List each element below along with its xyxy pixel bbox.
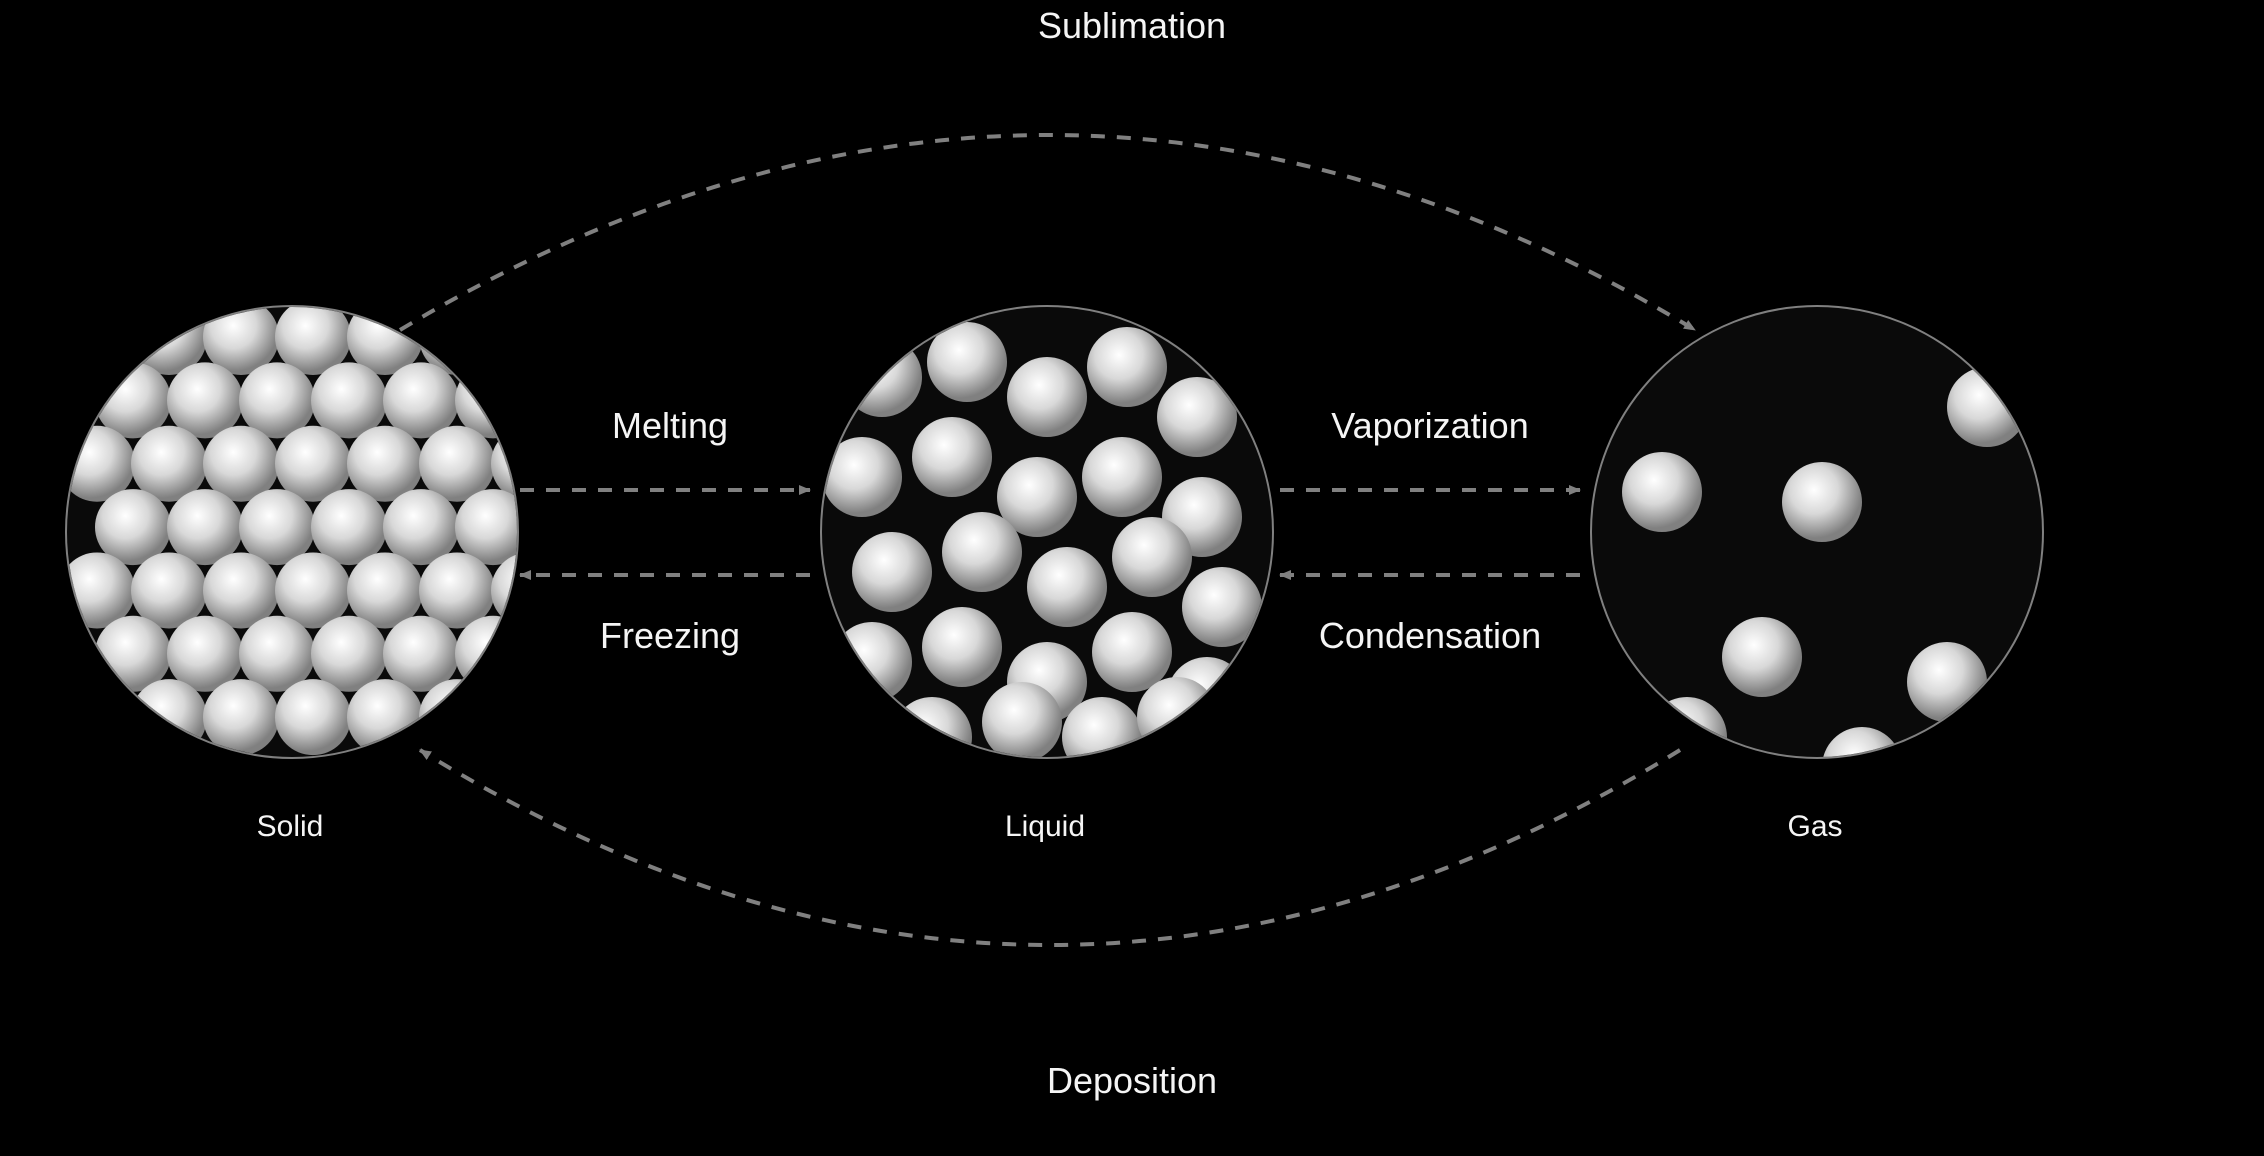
arrow-sublimation: [400, 135, 1695, 330]
gas-particles: [1622, 367, 2027, 757]
label-deposition: Deposition: [1047, 1060, 1217, 1102]
arrow-deposition: [420, 750, 1680, 945]
phase-diagram: Sublimation Melting Freezing Vaporizatio…: [0, 0, 2264, 1156]
label-melting: Melting: [612, 405, 728, 447]
liquid-particles: [822, 322, 1262, 757]
solid-particles: [67, 307, 517, 755]
label-solid: Solid: [257, 810, 324, 844]
label-sublimation: Sublimation: [1038, 5, 1226, 47]
state-solid: [65, 305, 519, 759]
label-vaporization: Vaporization: [1331, 405, 1528, 447]
state-gas: [1590, 305, 2044, 759]
state-liquid: [820, 305, 1274, 759]
label-liquid: Liquid: [1005, 810, 1085, 844]
label-gas: Gas: [1787, 810, 1842, 844]
label-freezing: Freezing: [600, 615, 740, 657]
label-condensation: Condensation: [1319, 615, 1541, 657]
